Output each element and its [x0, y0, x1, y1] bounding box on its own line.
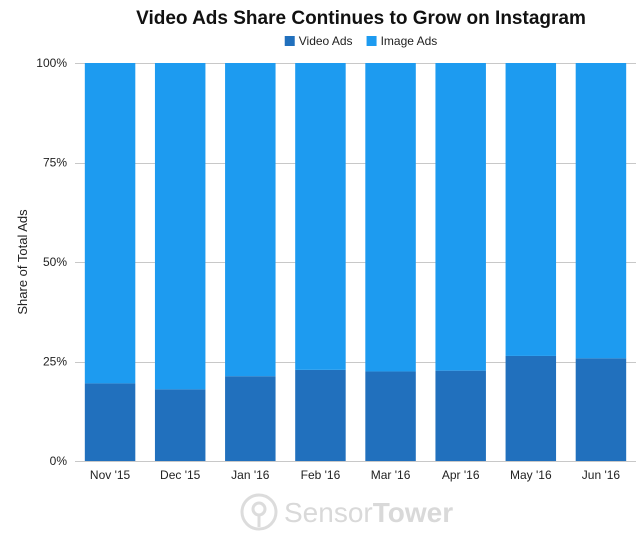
y-tick-label: 25%	[43, 355, 67, 369]
y-axis-ticks: 0% 25% 50% 75% 100%	[36, 56, 67, 468]
legend-label: Video Ads	[299, 34, 353, 48]
bar-video-ads	[225, 376, 276, 461]
watermark-brand-part1: Sensor	[284, 497, 373, 528]
bar-video-ads	[435, 370, 486, 461]
bar-video-ads	[84, 383, 136, 461]
legend-label: Image Ads	[381, 34, 438, 48]
bar-image-ads	[154, 63, 206, 390]
bars	[84, 63, 627, 461]
x-tick-label: Mar '16	[371, 468, 411, 482]
x-axis-ticks: Nov '15 Dec '15 Jan '16 Feb '16 Mar '16 Apr '…	[90, 468, 621, 482]
watermark-brand-part2: Tower	[373, 497, 453, 528]
y-tick-label: 0%	[50, 454, 68, 468]
x-tick-label: Dec '15	[160, 468, 201, 482]
bar-video-ads	[295, 369, 346, 461]
legend-swatch	[366, 36, 377, 46]
x-tick-label: Apr '16	[442, 468, 480, 482]
watermark-brand: SensorTower	[284, 497, 453, 528]
bar-image-ads	[225, 63, 276, 377]
watermark: SensorTower	[240, 493, 453, 531]
y-axis-label: Share of Total Ads	[15, 209, 30, 315]
bar-image-ads	[295, 63, 346, 370]
chart-title: Video Ads Share Continues to Grow on Ins…	[136, 8, 586, 29]
x-tick-label: Nov '15	[90, 468, 131, 482]
bar-video-ads	[505, 355, 557, 461]
legend-item: Video Ads	[284, 34, 353, 48]
x-tick-label: Feb '16	[301, 468, 341, 482]
legend-item: Image Ads	[366, 34, 438, 48]
bar-image-ads	[505, 63, 557, 356]
bar-image-ads	[365, 63, 416, 372]
legend: Video Ads Image Ads	[284, 34, 438, 48]
x-tick-label: Jan '16	[231, 468, 270, 482]
x-tick-label: May '16	[510, 468, 552, 482]
bar-video-ads	[365, 371, 416, 461]
bar-video-ads	[575, 358, 627, 461]
bar-video-ads	[154, 389, 206, 461]
y-tick-label: 75%	[43, 156, 67, 170]
y-tick-label: 50%	[43, 255, 67, 269]
x-tick-label: Jun '16	[582, 468, 621, 482]
y-tick-label: 100%	[36, 56, 67, 70]
legend-swatch	[284, 36, 295, 46]
bar-image-ads	[575, 63, 627, 359]
bar-image-ads	[84, 63, 136, 384]
bar-image-ads	[435, 63, 486, 371]
sensortower-logo-icon	[240, 493, 278, 531]
